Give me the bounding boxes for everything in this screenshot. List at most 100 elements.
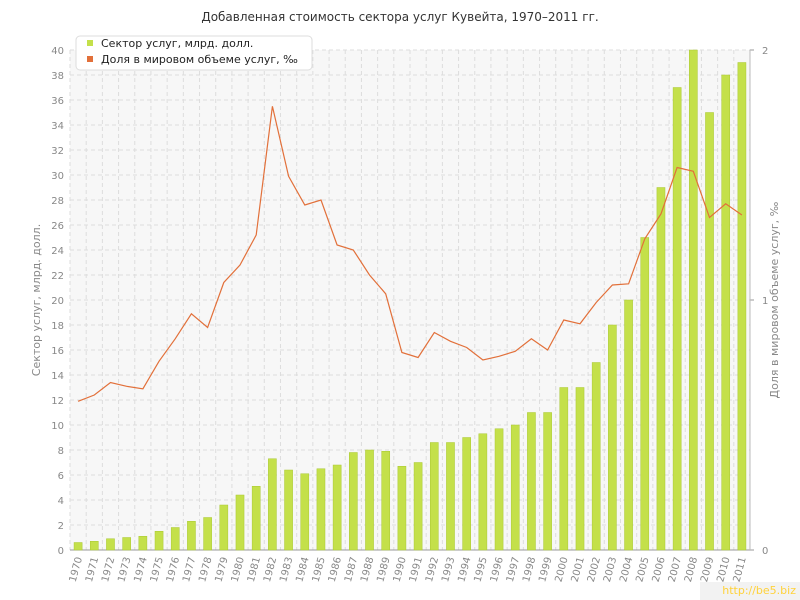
x-tick-label: 1974 — [133, 556, 150, 583]
x-tick-label: 1994 — [456, 556, 473, 583]
line-series-share — [77, 106, 743, 402]
y-tick-label: 6 — [58, 471, 64, 482]
y-tick-label: 32 — [51, 146, 64, 157]
y-tick-label: 0 — [58, 546, 64, 557]
x-tick-label: 2007 — [667, 556, 684, 583]
x-tick-label: 1980 — [230, 556, 247, 583]
x-tick-label: 2005 — [634, 556, 651, 583]
y-tick-label: 30 — [51, 171, 64, 182]
bar-1989 — [381, 451, 391, 551]
x-tick-label: 1996 — [489, 556, 506, 583]
y2-axis-title: Доля в мировом объеме услуг, ‰ — [768, 201, 781, 398]
legend-label-line: Доля в мировом объеме услуг, ‰ — [101, 53, 298, 66]
bar-2003 — [608, 324, 617, 551]
bar-2010 — [721, 74, 731, 551]
x-tick-label: 1986 — [327, 556, 344, 583]
legend: Сектор услуг, млрд. долл. Доля в мировом … — [75, 35, 313, 71]
legend-label-bars: Сектор услуг, млрд. долл. — [101, 37, 253, 50]
y-tick-label: 26 — [51, 221, 64, 232]
x-tick-label: 2003 — [602, 556, 619, 583]
x-tick-label: 1982 — [262, 556, 279, 583]
chart-title: Добавленная стоимость сектора услуг Куве… — [201, 10, 599, 24]
x-tick-label: 2010 — [715, 556, 732, 583]
x-tick-label: 1992 — [424, 556, 441, 583]
bar-1991 — [413, 462, 423, 551]
bar-1999 — [543, 412, 552, 551]
y2-tick-label: 2 — [762, 46, 768, 57]
y2-tick-label: 1 — [762, 296, 768, 307]
x-tick-label: 1971 — [84, 556, 101, 583]
x-tick-label: 1981 — [246, 556, 263, 583]
bar-1997 — [510, 424, 520, 551]
x-tick-label: 1978 — [197, 556, 214, 583]
y-tick-label: 24 — [51, 246, 64, 257]
y-tick-label: 20 — [51, 296, 64, 307]
x-tick-label: 1991 — [408, 556, 425, 583]
x-tick-label: 1997 — [505, 556, 522, 583]
bar-1977 — [187, 521, 196, 551]
y-tick-label: 2 — [58, 521, 64, 532]
x-tick-label: 1985 — [311, 556, 328, 583]
bar-1978 — [203, 517, 212, 551]
bar-2008 — [689, 49, 698, 551]
bar-2011 — [737, 62, 747, 551]
x-tick-label: 1977 — [181, 556, 198, 583]
x-tick-label: 1995 — [473, 556, 490, 583]
x-tick-label: 2006 — [651, 556, 668, 583]
bar-2002 — [591, 362, 601, 551]
bar-1974 — [138, 536, 148, 551]
x-tick-label: 1990 — [392, 556, 409, 583]
bar-2007 — [672, 87, 682, 551]
x-tick-label: 1987 — [343, 556, 360, 583]
x-tick-label: 1993 — [440, 556, 457, 583]
bar-1984 — [300, 473, 310, 551]
x-tick-label: 2009 — [699, 556, 716, 583]
bar-1972 — [106, 538, 115, 551]
legend-swatch-line — [87, 56, 93, 62]
y-tick-label: 22 — [51, 271, 64, 282]
bar-1971 — [89, 541, 99, 551]
y-tick-label: 4 — [58, 496, 64, 507]
bar-1998 — [527, 412, 536, 551]
y-tick-label: 36 — [51, 96, 64, 107]
y2-tick-label: 0 — [762, 546, 768, 557]
x-tick-label: 1984 — [294, 556, 311, 583]
y-tick-label: 10 — [51, 421, 64, 432]
bar-1983 — [284, 469, 293, 551]
bar-1995 — [478, 433, 488, 551]
x-tick-label: 1973 — [116, 556, 133, 583]
bar-2004 — [624, 299, 633, 551]
bar-2000 — [559, 387, 569, 551]
x-tick-label: 2004 — [618, 556, 635, 583]
legend-swatch-bars — [87, 40, 93, 46]
y-tick-label: 40 — [51, 46, 64, 57]
bar-1990 — [397, 466, 407, 551]
bar-2009 — [705, 112, 714, 551]
bar-1970 — [73, 542, 83, 551]
x-tick-label: 2002 — [586, 556, 603, 583]
x-tick-label: 1976 — [165, 556, 182, 583]
bar-2001 — [575, 387, 585, 551]
watermark-link[interactable]: http://be5.biz — [700, 582, 800, 600]
bar-1988 — [365, 449, 374, 551]
y-tick-label: 14 — [51, 371, 64, 382]
bar-2005 — [640, 237, 650, 551]
bar-1994 — [462, 437, 471, 551]
x-tick-label: 1998 — [521, 556, 538, 583]
bar-1979 — [219, 504, 229, 551]
x-tick-label: 1983 — [278, 556, 295, 583]
bar-1975 — [154, 531, 164, 551]
bar-1996 — [494, 428, 504, 551]
y-tick-label: 38 — [51, 71, 64, 82]
bar-1992 — [429, 442, 439, 551]
legend-box — [75, 35, 313, 71]
x-tick-label: 1989 — [375, 556, 392, 583]
y-tick-label: 12 — [51, 396, 64, 407]
x-tick-label: 1999 — [537, 556, 554, 583]
y-tick-label: 18 — [51, 321, 64, 332]
bar-1987 — [349, 452, 358, 551]
x-tick-label: 1970 — [68, 556, 85, 583]
x-tick-label: 2000 — [553, 556, 570, 583]
x-tick-label: 2008 — [683, 556, 700, 583]
bar-1993 — [446, 442, 455, 551]
